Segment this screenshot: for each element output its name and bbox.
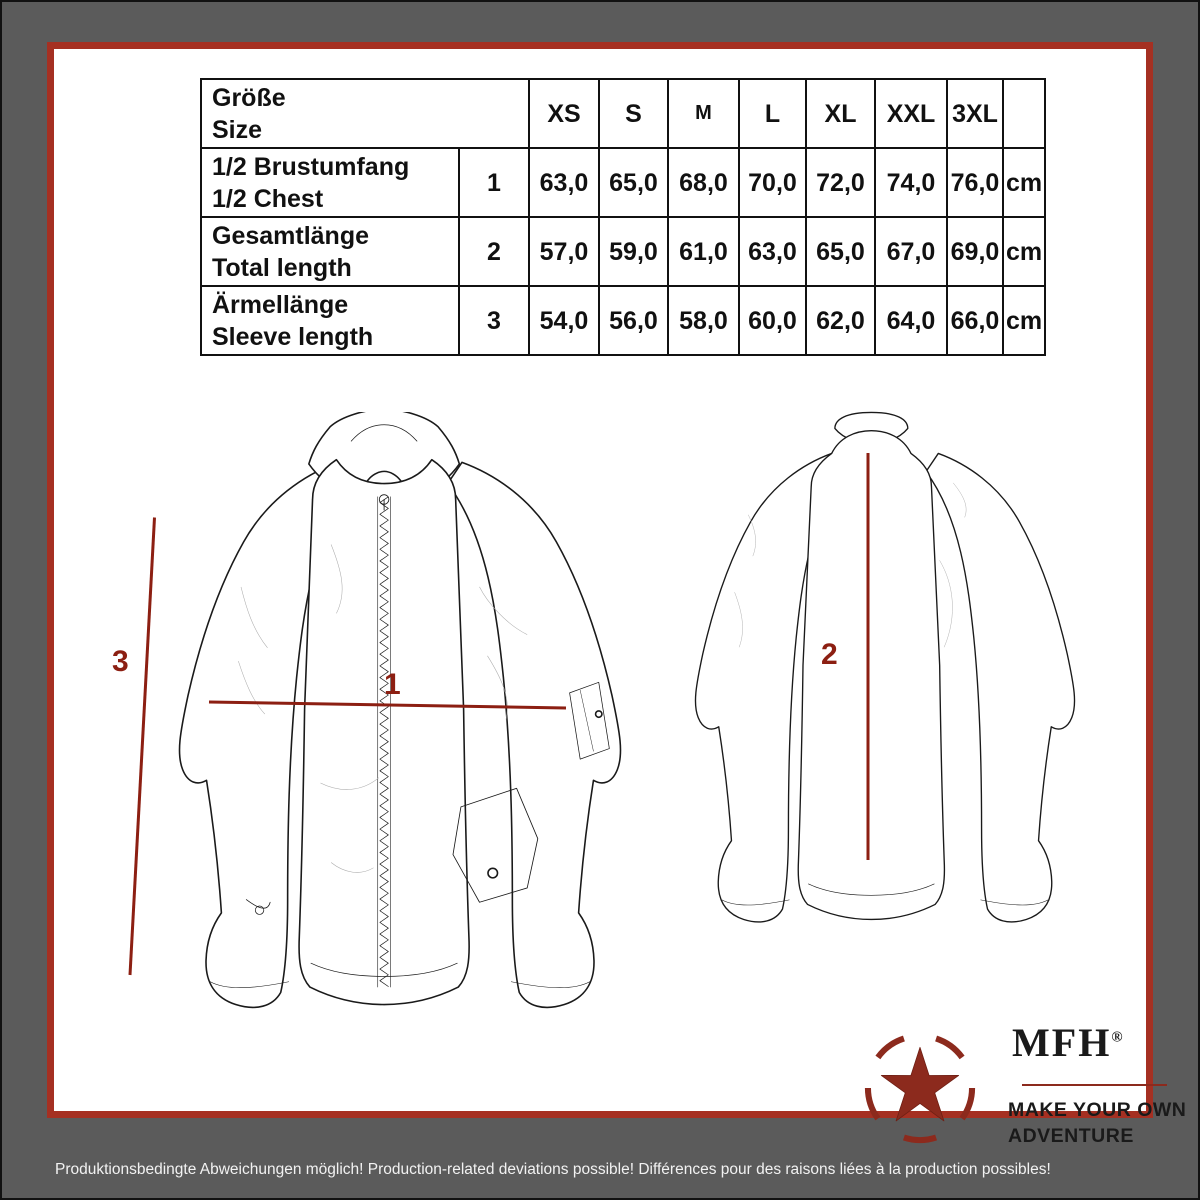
svg-text:3: 3 xyxy=(112,645,129,678)
